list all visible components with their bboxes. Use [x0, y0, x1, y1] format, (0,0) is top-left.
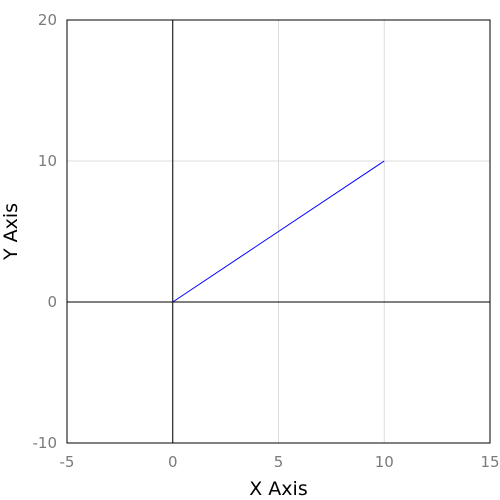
x-tick-label: 5 [274, 453, 284, 471]
x-tick-label: -5 [60, 453, 75, 471]
series-line [172, 160, 385, 303]
x-tick-label: 0 [168, 453, 178, 471]
y-tick-label: 0 [47, 293, 57, 311]
x-axis-title: X Axis [249, 478, 307, 500]
series-layer [172, 160, 385, 303]
y-tick-label: 10 [38, 152, 57, 170]
x-tick-labels: -5 0 5 10 15 [60, 453, 500, 471]
zero-lines [67, 20, 490, 443]
plot-frame [66, 19, 491, 444]
y-axis-title: Y Axis [0, 203, 22, 261]
x-tick-label: 15 [480, 453, 499, 471]
y-tick-label: -10 [33, 434, 58, 452]
y-tick-label: 20 [38, 11, 57, 29]
y-tick-labels: -10 0 10 20 [33, 11, 58, 452]
x-tick-label: 10 [375, 453, 394, 471]
